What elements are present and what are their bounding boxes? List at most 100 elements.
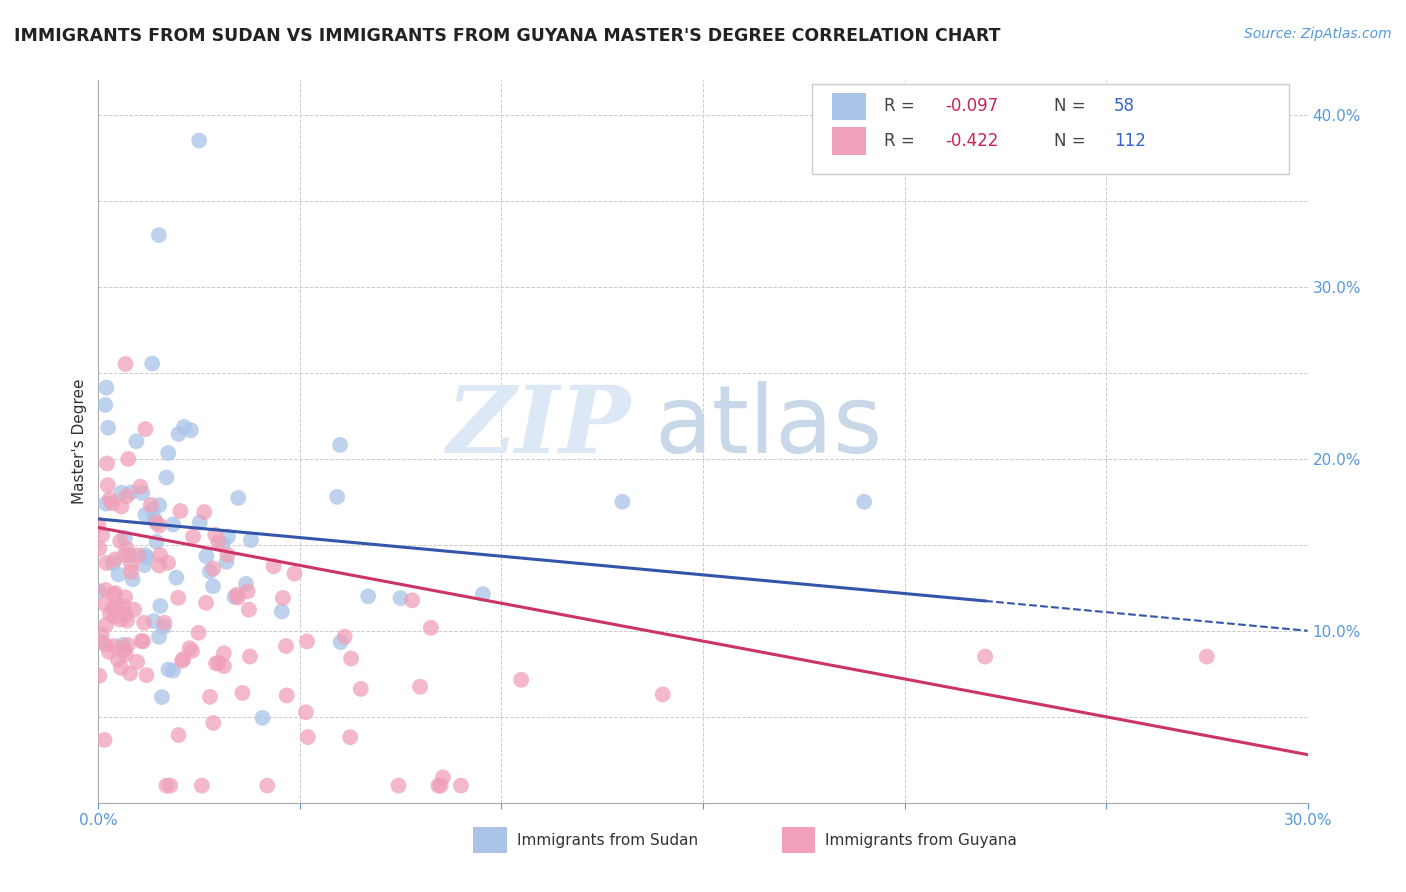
Point bbox=[401, 593, 423, 607]
Point bbox=[141, 502, 163, 516]
Point bbox=[239, 533, 262, 548]
Point bbox=[120, 558, 142, 572]
Point bbox=[427, 779, 450, 793]
Point bbox=[295, 634, 318, 648]
Point bbox=[419, 621, 441, 635]
Point bbox=[340, 651, 363, 665]
Point bbox=[180, 644, 202, 658]
Point bbox=[283, 566, 305, 581]
Point bbox=[167, 591, 190, 605]
Point bbox=[110, 500, 132, 514]
Point bbox=[239, 649, 262, 664]
Point bbox=[339, 730, 361, 744]
Point bbox=[263, 559, 285, 574]
Point bbox=[107, 567, 129, 582]
Point bbox=[120, 485, 142, 500]
Point bbox=[329, 635, 352, 649]
Point bbox=[225, 588, 247, 602]
Point bbox=[122, 603, 145, 617]
Y-axis label: Master's Degree: Master's Degree bbox=[72, 379, 87, 504]
Point bbox=[94, 597, 117, 611]
Point bbox=[87, 584, 110, 599]
Point bbox=[115, 541, 138, 556]
Point bbox=[329, 438, 352, 452]
Point bbox=[132, 634, 155, 648]
Point bbox=[188, 516, 211, 530]
Point bbox=[98, 492, 121, 507]
Point bbox=[224, 590, 246, 604]
Point bbox=[103, 639, 125, 653]
Point bbox=[98, 607, 121, 621]
Point bbox=[202, 561, 225, 575]
Point bbox=[357, 589, 380, 603]
FancyBboxPatch shape bbox=[811, 84, 1289, 174]
Point bbox=[231, 686, 253, 700]
Point bbox=[167, 728, 190, 742]
Point bbox=[429, 779, 451, 793]
Point bbox=[148, 228, 170, 243]
Point bbox=[153, 615, 176, 630]
Point bbox=[94, 638, 117, 652]
Point bbox=[204, 527, 226, 541]
Point bbox=[149, 548, 172, 562]
Point bbox=[134, 558, 156, 572]
Point bbox=[193, 505, 215, 519]
Point bbox=[165, 571, 187, 585]
Point bbox=[295, 705, 318, 719]
Point bbox=[172, 652, 194, 666]
Point bbox=[94, 497, 117, 511]
Point bbox=[103, 587, 125, 601]
Text: 112: 112 bbox=[1114, 132, 1146, 150]
Point bbox=[153, 620, 176, 634]
Point bbox=[252, 711, 274, 725]
Text: -0.097: -0.097 bbox=[945, 97, 998, 115]
Point bbox=[134, 508, 156, 522]
Point bbox=[110, 485, 132, 500]
Point bbox=[104, 586, 127, 600]
Text: ZIP: ZIP bbox=[446, 382, 630, 472]
Point bbox=[179, 641, 201, 656]
Point bbox=[202, 715, 225, 730]
Point bbox=[103, 601, 125, 615]
Point bbox=[432, 771, 454, 785]
Point bbox=[270, 605, 292, 619]
FancyBboxPatch shape bbox=[832, 93, 866, 120]
Point bbox=[96, 556, 118, 570]
Text: Immigrants from Sudan: Immigrants from Sudan bbox=[517, 833, 697, 848]
Point bbox=[226, 591, 249, 605]
Point bbox=[148, 498, 170, 512]
Point bbox=[107, 652, 129, 666]
Point bbox=[125, 434, 148, 449]
Point bbox=[409, 680, 432, 694]
Point bbox=[326, 490, 349, 504]
Point bbox=[103, 609, 125, 624]
Point bbox=[112, 548, 135, 562]
Point bbox=[134, 548, 156, 562]
Point bbox=[212, 659, 235, 673]
Point bbox=[115, 489, 138, 503]
Point bbox=[107, 600, 129, 615]
Point bbox=[169, 504, 191, 518]
Text: Immigrants from Guyana: Immigrants from Guyana bbox=[825, 833, 1017, 848]
Point bbox=[162, 517, 184, 532]
Point bbox=[387, 779, 409, 793]
FancyBboxPatch shape bbox=[832, 128, 866, 154]
Point bbox=[238, 603, 260, 617]
Point bbox=[612, 494, 634, 508]
Point bbox=[114, 357, 136, 371]
Text: atlas: atlas bbox=[655, 381, 883, 473]
Point bbox=[114, 531, 136, 545]
Text: 58: 58 bbox=[1114, 97, 1135, 115]
Point bbox=[90, 627, 112, 641]
Point bbox=[143, 512, 166, 526]
Point bbox=[114, 648, 136, 662]
Point bbox=[131, 486, 153, 500]
Point bbox=[170, 654, 193, 668]
Point bbox=[205, 657, 228, 671]
Point bbox=[187, 625, 209, 640]
Point bbox=[112, 643, 135, 657]
Point bbox=[159, 779, 181, 793]
Point bbox=[145, 534, 167, 549]
Text: N =: N = bbox=[1053, 97, 1091, 115]
Point bbox=[235, 577, 257, 591]
